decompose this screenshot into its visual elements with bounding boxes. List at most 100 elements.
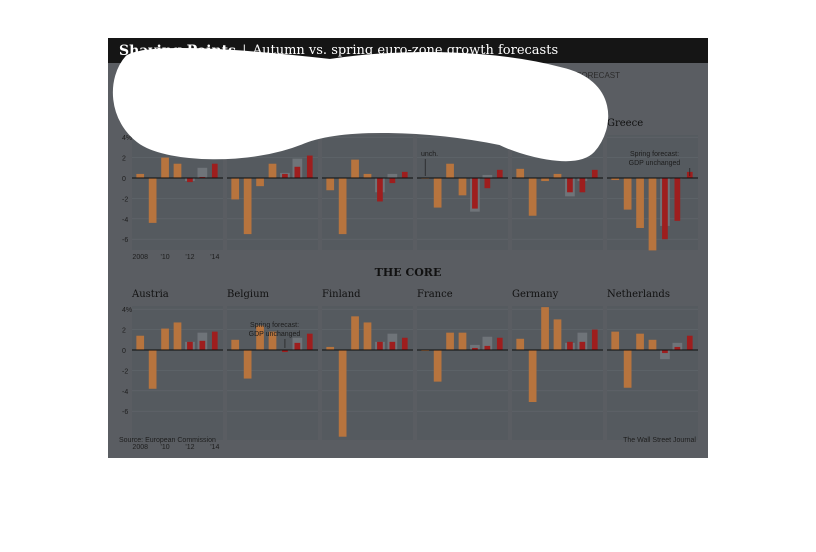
bar-actual	[363, 322, 372, 350]
bar-spring	[577, 332, 588, 350]
bar-autumn	[377, 178, 383, 202]
bar-actual	[243, 350, 252, 379]
bar-autumn	[591, 329, 598, 350]
bar-actual	[611, 331, 620, 350]
bar-autumn	[199, 340, 206, 350]
annotation-text: unch.	[421, 151, 438, 158]
bar-actual	[648, 339, 657, 350]
y-tick-label: 2	[122, 328, 126, 335]
bar-actual	[136, 173, 145, 178]
bar-actual	[516, 168, 525, 178]
bar-actual	[553, 319, 562, 350]
bar-autumn	[294, 342, 301, 350]
bar-actual	[421, 350, 430, 352]
panel-title: Italy	[322, 118, 345, 129]
panel-bg	[417, 306, 508, 440]
y-tick-label: -4	[122, 389, 128, 396]
panel-title: Austria	[131, 289, 169, 300]
bar-actual	[338, 350, 347, 437]
source-note: Source: European Commission	[119, 437, 216, 444]
x-tick-label: '12	[185, 254, 194, 261]
bar-actual	[351, 159, 359, 178]
annotation-text: Spring forecast:	[630, 151, 679, 158]
panel-title: Ireland	[227, 118, 264, 129]
bar-autumn	[674, 178, 681, 221]
bar-actual	[161, 157, 169, 178]
bar-actual	[161, 328, 169, 350]
bar-actual	[363, 173, 372, 178]
bar-autumn	[674, 346, 681, 350]
bar-actual	[173, 163, 182, 178]
y-tick-label: 0	[122, 176, 126, 183]
bar-autumn	[306, 333, 313, 350]
bar-actual	[338, 178, 347, 235]
bar-actual	[268, 163, 277, 178]
y-tick-label: -4	[122, 217, 128, 224]
bar-autumn	[662, 350, 668, 354]
bar-spring	[660, 350, 670, 360]
bar-autumn	[484, 345, 491, 350]
panel-title: Germany	[512, 289, 559, 300]
bar-actual	[148, 178, 157, 223]
panel-bg	[132, 135, 223, 250]
x-tick-label: '10	[161, 254, 170, 261]
bar-actual	[636, 333, 644, 350]
bar-autumn	[282, 350, 288, 353]
bar-actual	[136, 335, 145, 350]
bar-autumn	[472, 347, 478, 350]
bar-actual	[231, 178, 240, 200]
credit-note: The Wall Street Journal	[623, 437, 696, 444]
bar-autumn	[401, 171, 408, 178]
bar-actual	[243, 178, 252, 235]
panel-bg	[512, 135, 603, 250]
bar-actual	[326, 346, 335, 350]
bar-autumn	[211, 331, 218, 350]
bar-actual	[611, 178, 620, 181]
bar-spring	[672, 342, 683, 350]
bar-autumn	[187, 341, 193, 350]
bar-autumn	[484, 178, 491, 189]
annotation-text: Spring forecast:	[250, 322, 299, 329]
x-tick-label: '10	[161, 444, 170, 451]
bar-actual	[446, 332, 454, 350]
panel-title: Euro area	[132, 118, 182, 129]
bar-autumn	[579, 178, 586, 193]
bar-spring	[387, 173, 398, 178]
bar-actual	[541, 307, 549, 350]
bar-actual	[351, 316, 359, 350]
x-tick-label: '12	[185, 444, 194, 451]
bar-actual	[148, 350, 157, 389]
y-tick-label: 2	[122, 156, 126, 163]
bar-actual	[458, 178, 467, 196]
bar-actual	[623, 178, 632, 210]
bar-autumn	[496, 337, 503, 350]
y-tick-label: -2	[122, 368, 128, 375]
bar-autumn	[282, 173, 288, 178]
plot-area: THE PERIPHERY 4% 2 0 -2 -4 -6 Euro area 2008 '10 '…	[122, 96, 698, 451]
panel-title: Portugal	[417, 118, 460, 129]
bar-autumn	[579, 341, 586, 350]
bar-spring	[482, 336, 493, 350]
bar-autumn	[199, 176, 206, 178]
bar-autumn	[377, 341, 383, 350]
y-tick-label: -6	[122, 409, 128, 416]
bar-actual	[446, 163, 454, 178]
panel-title: Netherlands	[607, 289, 670, 300]
group-title: THE CORE	[375, 266, 442, 279]
bar-actual	[433, 350, 442, 382]
annotation-text: GDP unchanged	[629, 160, 681, 167]
bar-actual	[516, 338, 525, 350]
bar-autumn	[187, 178, 193, 183]
bar-actual	[173, 322, 182, 350]
panel-bg	[227, 135, 318, 250]
bar-actual	[528, 178, 537, 216]
panel-title: Spain	[512, 118, 541, 129]
bar-autumn	[496, 169, 503, 178]
panel-bg	[607, 306, 698, 440]
bar-actual	[231, 339, 240, 350]
y-tick-label: 4%	[122, 307, 132, 314]
y-tick-label: 0	[122, 348, 126, 355]
x-tick-label: 2008	[132, 254, 148, 261]
bar-actual	[326, 178, 335, 191]
bar-autumn	[567, 341, 573, 350]
